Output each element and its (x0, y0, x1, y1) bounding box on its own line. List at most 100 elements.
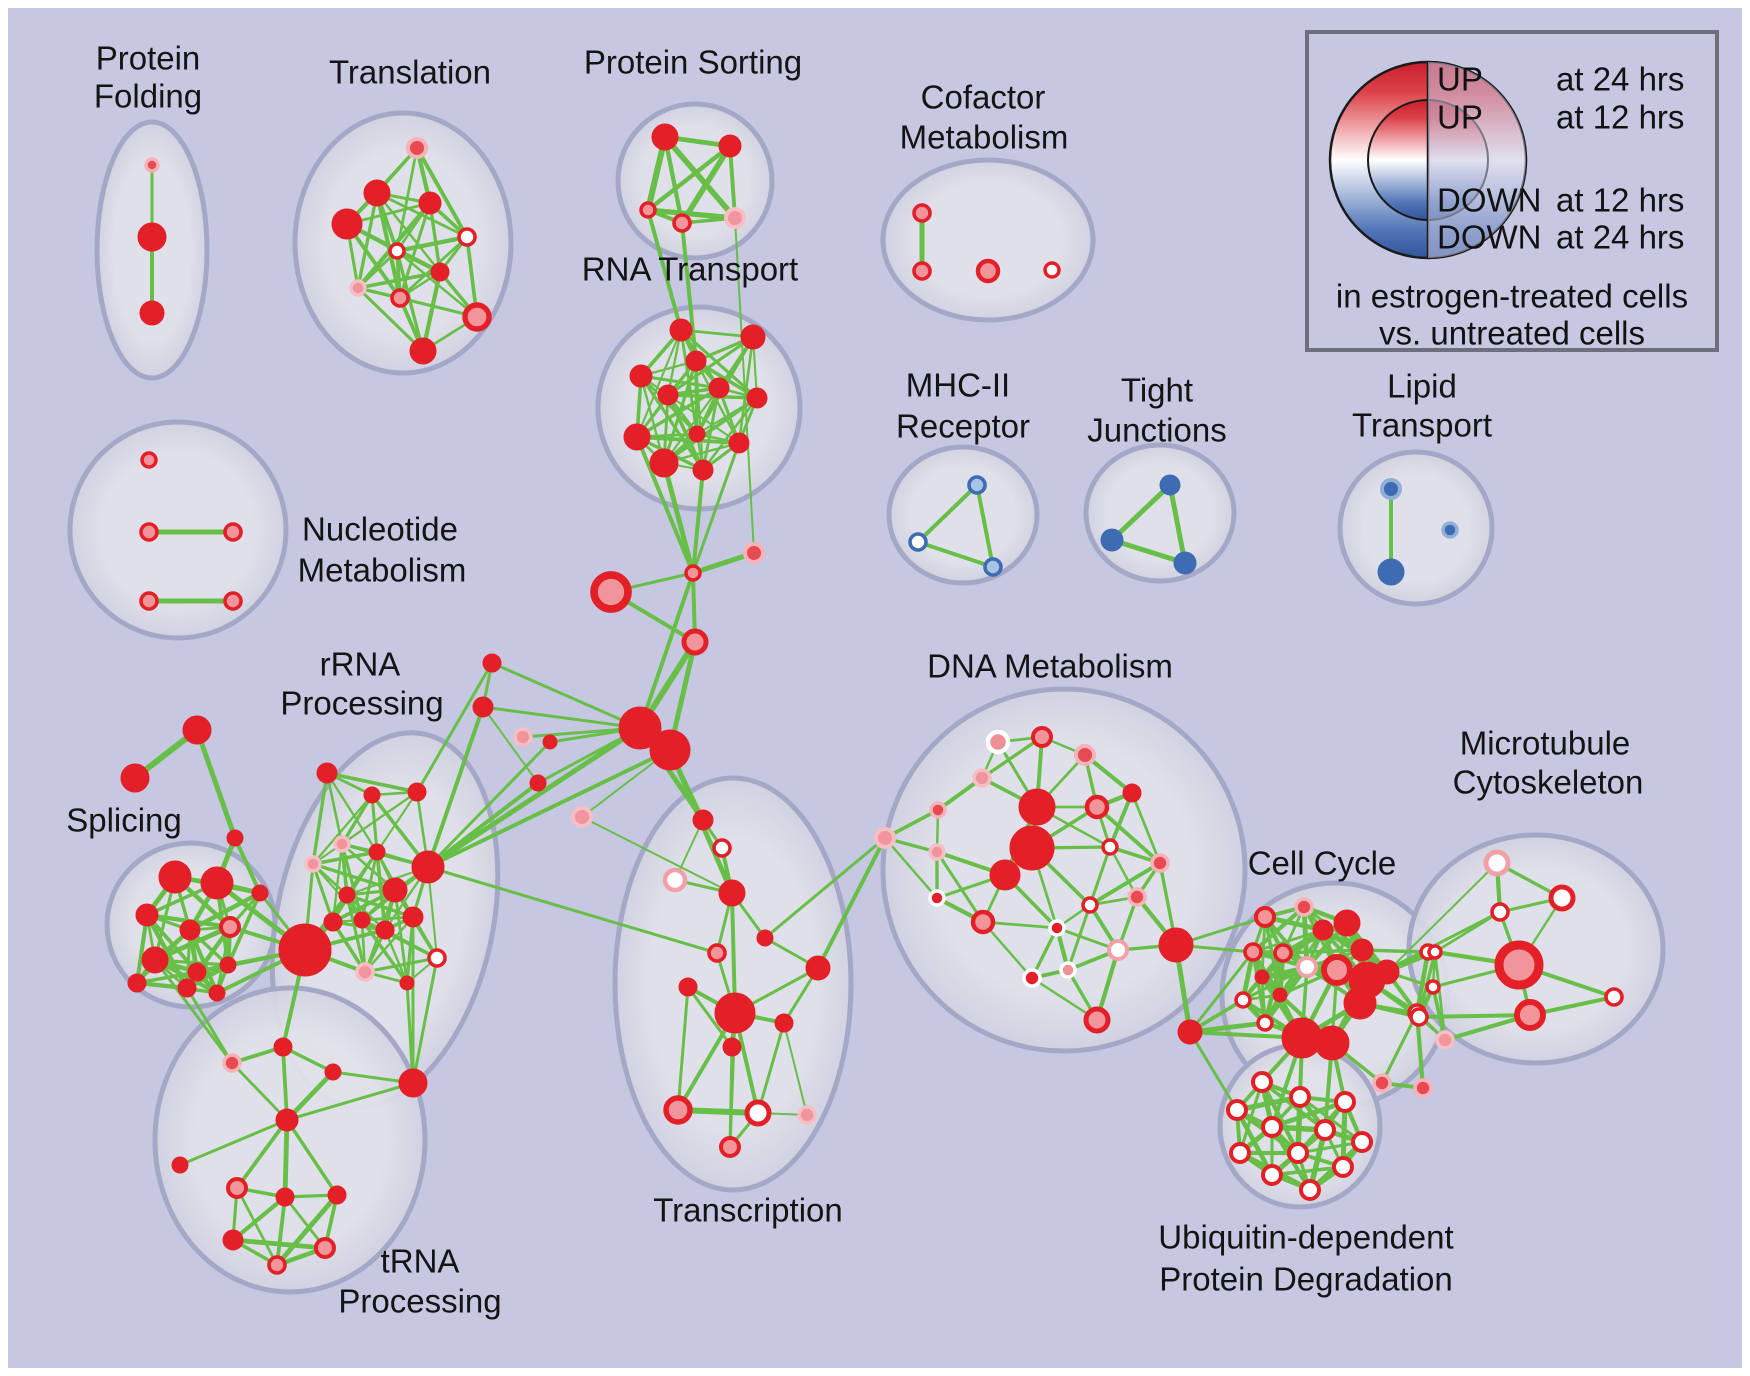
node-sp10 (177, 978, 197, 998)
cluster-label-ubiquitin-degradation-line2: Protein Degradation (1159, 1261, 1453, 1298)
cluster-label-splicing-line1: Splicing (66, 802, 182, 839)
node-rr7 (338, 886, 356, 904)
edge (153, 958, 234, 1065)
node-n2 (139, 522, 159, 542)
node-t9 (390, 288, 410, 308)
legend-entry-direction-3: DOWN (1437, 182, 1541, 219)
edge (645, 207, 738, 221)
cluster-label-cofactor-metabolism-line1: Cofactor (921, 79, 1046, 116)
node-mh3 (983, 557, 1003, 577)
edge (975, 483, 995, 569)
node-ub9 (1287, 1142, 1309, 1164)
edge (679, 143, 733, 226)
node-tj1 (1159, 474, 1181, 496)
edge (686, 985, 734, 1049)
node-m2 (1548, 884, 1576, 912)
edge (311, 862, 335, 924)
node-ub6 (1314, 1119, 1336, 1141)
node-dn9 (1018, 788, 1056, 826)
node-u3 (513, 727, 533, 747)
edge (383, 928, 409, 985)
node-sp4 (179, 919, 201, 941)
node-c5 (618, 706, 662, 750)
cluster-label-protein-sorting-line1: Protein Sorting (584, 44, 802, 81)
node-ps4 (672, 213, 692, 233)
node-tr4 (275, 1187, 295, 1207)
node-dn4 (1031, 726, 1053, 748)
node-b1 (222, 1053, 242, 1073)
node-x15 (719, 1136, 741, 1158)
edge (331, 920, 367, 974)
node-m6 (1409, 1007, 1429, 1027)
node-cf1 (912, 203, 932, 223)
cluster-label-lipid-transport-line2: Transport (1352, 407, 1492, 444)
legend-footnote-line2: vs. untreated cells (1379, 315, 1645, 352)
edge (490, 661, 642, 730)
edge (275, 1195, 287, 1267)
edge (230, 1237, 328, 1251)
node-x4 (718, 879, 746, 907)
node-m8 (1514, 999, 1546, 1031)
cluster-ellipse-mhc-ii-receptor (886, 444, 1040, 586)
edge (363, 915, 415, 974)
node-s2 (120, 763, 150, 793)
edge (360, 850, 379, 922)
node-x12 (663, 1095, 693, 1125)
node-ub1 (1251, 1071, 1273, 1093)
edge (935, 850, 985, 924)
node-sp6 (141, 946, 169, 974)
node-sp7 (187, 962, 207, 982)
edge (916, 483, 979, 544)
edge (646, 208, 683, 332)
node-ub2 (1289, 1086, 1311, 1108)
node-ub12 (1299, 1179, 1321, 1201)
edge (883, 836, 939, 900)
cluster-ellipse-protein-sorting (615, 101, 775, 261)
node-rr16 (399, 975, 415, 991)
edge (340, 790, 419, 846)
edge (285, 1081, 415, 1122)
node-t5 (457, 227, 477, 247)
edge (345, 893, 367, 974)
node-t10 (462, 302, 492, 332)
node-cc6 (1243, 942, 1263, 962)
cluster-label-rrna-processing-line1: rRNA (320, 646, 401, 683)
node-dn23 (1158, 927, 1194, 963)
node-m1 (1483, 849, 1511, 877)
cluster-label-dna-metabolism-line1: DNA Metabolism (927, 648, 1173, 685)
node-lp2 (1377, 558, 1405, 586)
edge (581, 816, 733, 894)
edge (356, 249, 399, 290)
node-t8 (349, 279, 367, 297)
cluster-ellipse-cofactor-metabolism (880, 157, 1096, 323)
cluster-ellipse-lipid-transport (1337, 449, 1495, 607)
cluster-label-tight-junctions-line2: Junctions (1087, 412, 1226, 449)
cluster-label-trna-processing-line1: tRNA (381, 1243, 460, 1280)
edge (235, 1186, 279, 1267)
node-rr6 (368, 843, 386, 861)
node-ub4 (1226, 1099, 1248, 1121)
edge (282, 1117, 290, 1200)
edge (763, 836, 887, 940)
legend-entry-direction-1: UP (1437, 61, 1483, 98)
edge (916, 540, 995, 569)
node-dn6 (972, 768, 992, 788)
edge (980, 735, 1044, 780)
edge (694, 359, 759, 400)
cluster-label-transcription-line1: Transcription (653, 1192, 843, 1229)
node-n3 (223, 522, 243, 542)
node-x1 (692, 809, 714, 831)
node-dn13 (1122, 783, 1142, 803)
node-u2 (472, 696, 494, 718)
edge (701, 396, 759, 472)
node-rr2 (363, 786, 381, 804)
edge (676, 985, 690, 1112)
node-c6 (649, 729, 691, 771)
legend: UP at 24 hrs UP at 12 hrs DOWN at 12 hrs DOWN a… (1305, 30, 1719, 352)
edge (178, 1118, 289, 1167)
edge (1386, 862, 1498, 973)
node-tr7 (314, 1237, 336, 1259)
node-m4 (1427, 944, 1443, 960)
edge (662, 134, 685, 226)
node-ps3 (639, 201, 657, 219)
